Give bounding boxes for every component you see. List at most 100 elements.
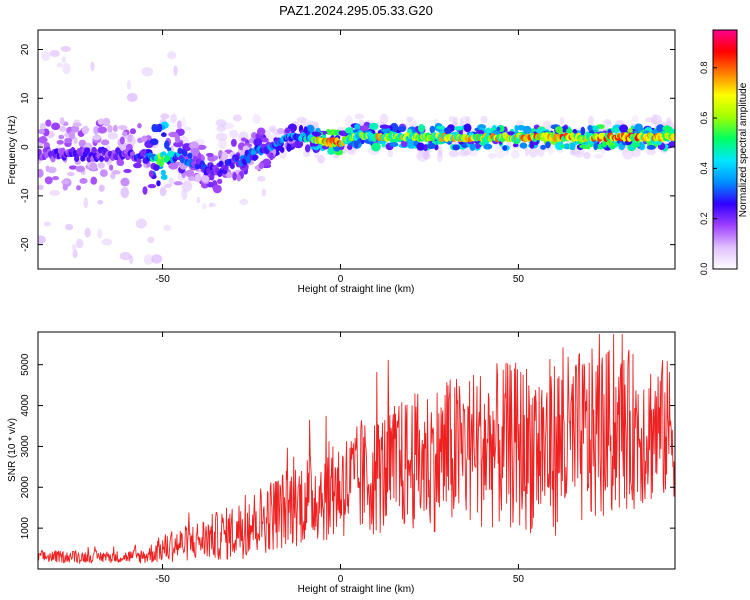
spectrogram-cell	[90, 61, 95, 71]
colorbar-tick-label: 0.2	[699, 212, 709, 225]
spectrogram-cell	[183, 126, 192, 131]
spectrogram-cell	[483, 143, 493, 150]
spectrogram-cell	[240, 137, 247, 142]
spectrogram-cell	[136, 157, 142, 165]
spectrogram-cell	[506, 131, 516, 136]
spectrogram-cell	[73, 136, 78, 145]
spectrogram-cell	[279, 146, 285, 153]
spectrogram-cell	[113, 124, 118, 133]
spectrogram-cell	[498, 125, 505, 133]
spectrogram-cell	[524, 147, 530, 157]
spectrogram-cell	[148, 170, 154, 178]
spectrogram-cell	[64, 137, 73, 144]
spectrogram-cell	[239, 198, 249, 206]
x-tick-label: 0	[338, 274, 344, 285]
spectrogram-cell	[545, 141, 551, 149]
snr-frame	[37, 331, 676, 570]
spectrogram-cell	[234, 154, 240, 161]
spectrogram-cell	[152, 164, 160, 172]
spectrogram-cell	[38, 128, 45, 135]
spectrogram-cell	[41, 50, 51, 61]
x-tick-label: 50	[513, 274, 525, 285]
colorbar-ticks: 0.0 0.2 0.4 0.6 0.8	[699, 61, 717, 275]
spectrogram-cell	[164, 140, 170, 150]
spectrogram-cell	[379, 113, 389, 125]
spectrogram-cell	[149, 138, 159, 146]
spectrogram-cell	[593, 142, 598, 151]
spectrogram-cell	[62, 183, 68, 191]
y-tick-label: -20	[20, 237, 31, 252]
spectrogram-cell	[72, 249, 78, 259]
colorbar-tick-label: 0.0	[699, 263, 709, 276]
spectrogram-cell	[644, 117, 654, 123]
spectrogram-cell	[304, 144, 311, 153]
spectrogram-cell	[59, 125, 67, 132]
spectrogram-cell	[217, 178, 223, 185]
spectrogram-cell	[510, 149, 520, 159]
spectrogram-panel: -50 0 50 -20 -10 0 10 20 Height of straight li…	[7, 29, 676, 295]
spectrogram-cell	[91, 146, 97, 154]
spectrogram-cell	[666, 117, 672, 127]
spectrogram-cell	[71, 125, 80, 133]
spectrogram-cell	[253, 138, 263, 147]
spectrogram-cell	[44, 176, 53, 185]
spectrogram-cell	[141, 66, 154, 77]
spectrogram-cell	[368, 122, 379, 130]
spectrogram-cell	[45, 119, 52, 127]
spectrogram-cell	[99, 169, 108, 178]
spectrogram-cell	[452, 144, 460, 151]
spectrogram-cell	[75, 165, 86, 173]
spectrogram-cell	[437, 146, 443, 157]
figure-title: PAZ1.2024.295.05.33.G20	[279, 3, 433, 18]
spectrogram-cell	[72, 122, 82, 127]
y-tick-label: 5000	[20, 353, 31, 376]
spectrogram-cell	[157, 123, 163, 133]
spectrogram-cell	[572, 147, 585, 158]
spectrogram-cell	[83, 197, 89, 209]
spectrogram-cell	[347, 144, 353, 150]
spectrogram-cell	[216, 125, 226, 132]
spectrogram-cell	[163, 224, 172, 232]
spectrogram-cell	[528, 146, 539, 158]
spectrogram-cell	[256, 175, 266, 182]
spectrogram-cell	[458, 150, 470, 157]
spectrogram-cell	[559, 144, 565, 149]
spectrogram-cell	[111, 170, 121, 175]
x-tick-label: 0	[338, 574, 344, 585]
bottom-y-ticks: 1000 2000 3000 4000 5000	[20, 353, 675, 539]
spectrogram-cell	[317, 154, 325, 164]
spectrogram-cell	[652, 114, 658, 125]
spectrogram-cell	[98, 184, 105, 192]
spectrogram-cell	[664, 125, 671, 134]
spectrogram-cell	[646, 148, 656, 156]
spectrogram-cell	[284, 127, 291, 134]
spectrogram-cell	[454, 126, 464, 131]
spectrogram-cell	[209, 202, 217, 208]
spectrogram-cell	[494, 150, 506, 159]
spectrogram-cell	[107, 124, 113, 133]
spectrogram-cell	[194, 173, 202, 183]
y-tick-label: 3000	[20, 435, 31, 458]
spectrogram-cell	[119, 136, 125, 145]
spectrogram-cells	[38, 45, 675, 265]
spectrogram-cell	[469, 148, 478, 157]
spectrogram-cell	[52, 175, 60, 181]
spectrogram-cell	[269, 152, 274, 161]
spectrogram-cell	[168, 162, 179, 170]
spectrogram-cell	[101, 238, 113, 246]
snr-panel: -50 0 50 1000 2000 3000 4000 5000 Height of st…	[7, 331, 676, 595]
spectrogram-cell	[38, 136, 48, 144]
spectrogram-cell	[606, 121, 612, 127]
spectrogram-cell	[39, 122, 46, 131]
spectrogram-cell	[173, 181, 183, 186]
spectrogram-cell	[74, 155, 80, 162]
spectrogram-cell	[201, 174, 210, 183]
spectrogram-cell	[529, 140, 535, 149]
spectrogram-cell	[102, 117, 111, 127]
spectrogram-cell	[76, 185, 82, 191]
spectrogram-cell	[97, 228, 103, 239]
spectrogram-cell	[38, 168, 44, 178]
spectrogram-cell	[68, 131, 76, 140]
y-tick-label: 0	[20, 144, 31, 150]
spectrogram-cell	[229, 129, 239, 139]
